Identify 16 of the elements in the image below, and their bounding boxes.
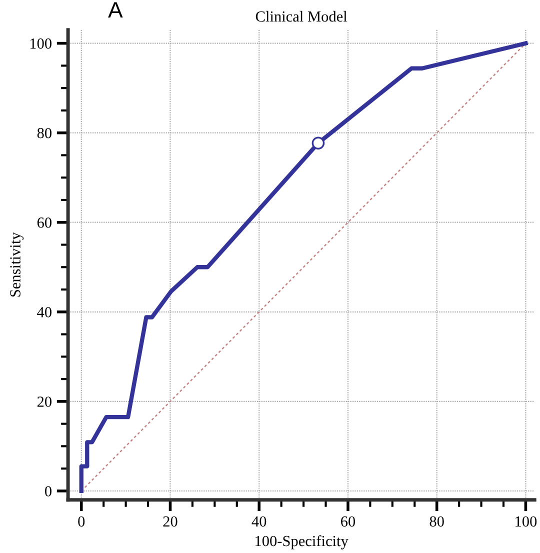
y-tick-label: 100 (30, 38, 52, 49)
x-tick-label: 20 (163, 516, 178, 527)
chart-title: Clinical Model (256, 10, 348, 22)
x-tick-label: 100 (516, 516, 537, 527)
y-tick-label: 0 (45, 486, 52, 496)
x-axis-title: 100-Specificity (256, 535, 348, 550)
x-tick-label: 0 (78, 516, 85, 527)
y-tick-label: 80 (37, 128, 52, 138)
y-tick-label: 40 (37, 307, 52, 318)
text: A (108, 2, 123, 18)
y-tick-label: 20 (37, 396, 52, 407)
y-axis-title: Sensitivity (10, 232, 24, 297)
y-tick-label: 60 (37, 218, 52, 228)
x-tick-label: 80 (430, 516, 444, 527)
x-tick-label: 40 (252, 516, 266, 527)
x-tick-label: 60 (340, 516, 356, 527)
